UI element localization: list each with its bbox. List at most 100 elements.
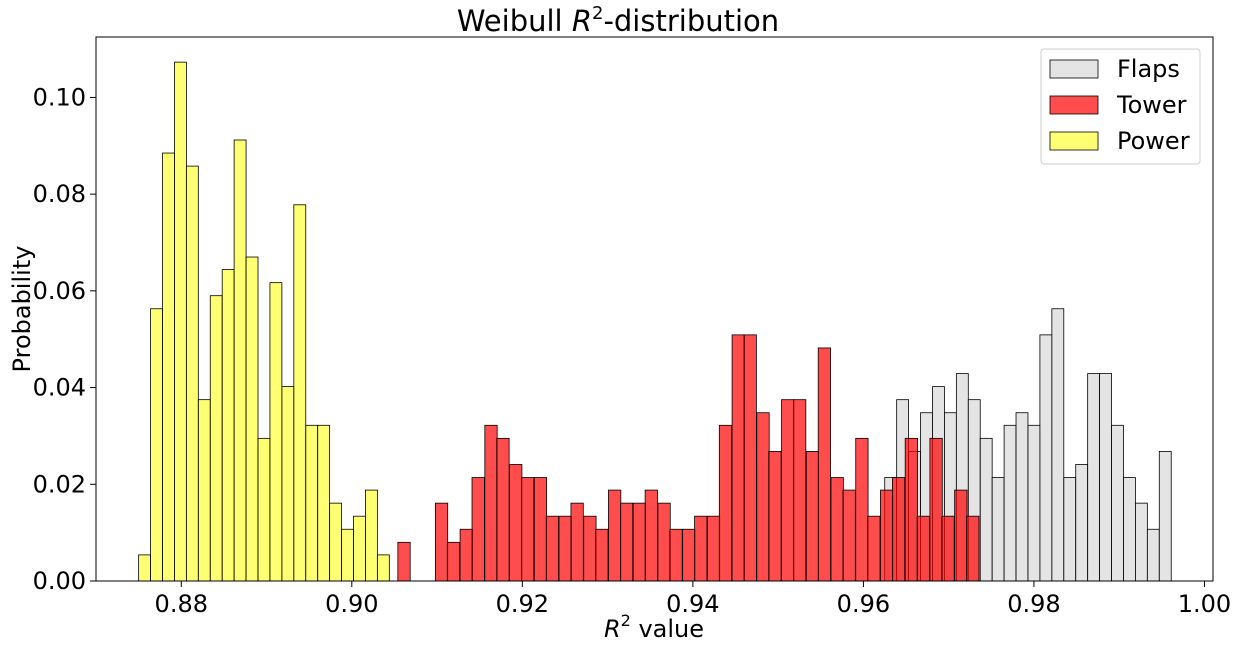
tower-bar	[533, 477, 548, 582]
tower-bar	[434, 502, 449, 582]
tower-bar	[743, 334, 757, 582]
power-bar	[341, 528, 354, 582]
tower-bar	[817, 347, 831, 582]
flaps-bar	[1111, 424, 1124, 582]
power-bar	[365, 489, 378, 582]
power-bar	[233, 139, 247, 582]
tower-bar	[805, 451, 820, 582]
plot-frame	[95, 36, 1214, 582]
tower-bar	[619, 502, 634, 582]
y-tick-label: 0.00	[33, 567, 86, 595]
tower-bar	[706, 515, 721, 582]
power-bar	[281, 386, 295, 582]
x-tick-label: 0.92	[496, 590, 549, 618]
power-bar	[150, 308, 163, 582]
tower-bar	[682, 528, 696, 582]
tower-bar	[781, 399, 795, 582]
tower-bar	[446, 541, 461, 582]
y-tick-label: 0.04	[33, 374, 86, 402]
y-tick-label: 0.10	[33, 83, 86, 111]
tower-bar	[545, 515, 559, 582]
tower-bar	[793, 399, 807, 582]
tower-bar	[929, 437, 943, 582]
power-bar	[329, 502, 342, 582]
x-tick-label: 0.96	[837, 590, 890, 618]
power-bar	[353, 515, 366, 582]
x-tick-label: 0.90	[325, 590, 378, 618]
legend-label-power: Power	[1117, 127, 1190, 155]
tower-bar	[867, 515, 881, 582]
flaps-bar	[1146, 528, 1160, 582]
x-tick-label: 0.98	[1007, 590, 1060, 618]
x-tick-label: 0.88	[155, 590, 208, 618]
x-tick-label: 1.00	[1178, 590, 1231, 618]
legend: Flaps Tower Power	[1040, 48, 1201, 165]
power-bar	[269, 282, 283, 582]
flaps-bar	[1003, 424, 1017, 582]
tower-bar	[916, 515, 930, 582]
power-bar	[162, 152, 175, 582]
y-axis-label: Probability	[8, 246, 36, 373]
tower-bar	[855, 437, 869, 582]
tower-bar	[570, 502, 584, 582]
flaps-bar	[1158, 451, 1172, 582]
power-bar	[293, 204, 307, 582]
power-bar	[209, 295, 223, 582]
y-tick-label: 0.08	[33, 180, 86, 208]
power-bar	[138, 554, 151, 582]
tower-bar	[954, 489, 968, 582]
flaps-bar	[1075, 464, 1089, 582]
power-bar	[221, 269, 235, 582]
legend-label-tower: Tower	[1116, 91, 1187, 119]
tower-bar	[558, 515, 572, 582]
power-bar	[305, 424, 319, 582]
flaps-bar	[1051, 308, 1065, 582]
power-bar	[174, 61, 187, 582]
power-bar	[317, 424, 331, 582]
tower-bar	[583, 515, 597, 582]
flaps-bar	[1015, 412, 1029, 582]
tower-bar	[657, 502, 671, 582]
tower-bar	[632, 502, 646, 582]
power-bar	[245, 256, 259, 582]
x-axis: 0.88 0.90 0.92 0.94 0.96 0.98 1.00	[155, 581, 1231, 618]
flaps-bar	[1135, 502, 1148, 582]
tower-bar	[966, 515, 980, 582]
flaps-bar	[1039, 334, 1053, 582]
flaps-bar	[979, 437, 993, 582]
tower-bar	[880, 489, 894, 582]
tower-bar	[459, 528, 473, 582]
tower-bar	[694, 515, 708, 582]
flaps-bar	[1087, 373, 1101, 582]
tower-bar	[718, 424, 733, 582]
power-bar	[197, 399, 211, 582]
tower-bar	[669, 528, 683, 582]
tower-bar	[842, 489, 856, 582]
flaps-bar	[1123, 477, 1136, 582]
legend-swatch-flaps	[1049, 59, 1099, 79]
tower-bar	[731, 334, 745, 582]
tower-bar	[768, 451, 782, 582]
x-axis-label: R2 value	[604, 611, 704, 643]
tower-bar	[595, 528, 609, 582]
flaps-bar	[1099, 373, 1112, 582]
tower-bar	[397, 541, 411, 582]
tower-bar	[830, 477, 844, 582]
y-tick-label: 0.06	[33, 277, 86, 305]
legend-label-flaps: Flaps	[1117, 55, 1180, 83]
power-bar	[257, 437, 271, 582]
y-tick-label: 0.02	[33, 470, 86, 498]
y-axis: 0.00 0.02 0.04 0.06 0.08 0.10	[33, 83, 96, 595]
tower-bar	[644, 489, 658, 582]
tower-bar	[892, 477, 906, 582]
x-tick-label: 0.94	[666, 590, 719, 618]
flaps-bar	[1027, 424, 1041, 582]
power-bar	[185, 165, 199, 582]
bars-group	[138, 61, 1172, 582]
flaps-bar	[991, 477, 1005, 582]
legend-swatch-power	[1049, 131, 1099, 151]
tower-bar	[471, 477, 485, 582]
tower-bar	[509, 464, 523, 582]
tower-bar	[521, 477, 535, 582]
